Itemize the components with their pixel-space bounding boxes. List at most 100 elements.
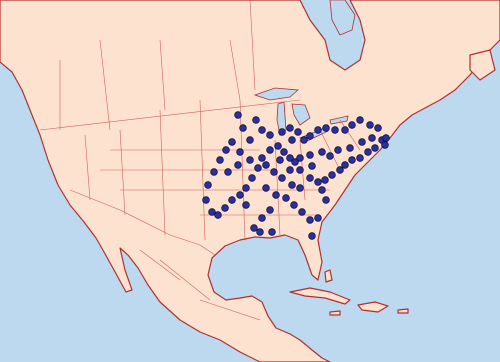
occurrence-dot [318,186,326,194]
occurrence-dot [322,124,330,132]
occurrence-dot [202,196,210,204]
occurrence-dot [214,211,222,219]
occurrence-dot [248,174,256,182]
occurrence-dot [296,166,304,174]
occurrence-dot [266,131,274,139]
occurrence-dot [336,166,344,174]
newfoundland [469,49,496,81]
occurrence-dot [306,151,314,159]
occurrence-dot [314,178,322,186]
occurrence-dot [242,184,250,192]
bahamas [324,269,333,283]
occurrence-dot [328,171,336,179]
occurrence-dot [334,146,342,154]
occurrence-dot [282,194,290,202]
occurrence-dot [358,138,366,146]
occurrence-dot [234,111,242,119]
occurrence-dot [286,124,294,132]
occurrence-dot [270,168,278,176]
occurrence-dot [296,154,304,162]
occurrence-dot [266,146,274,154]
occurrence-dot [268,228,276,236]
occurrence-dot [222,146,230,154]
occurrence-dot [314,214,322,222]
occurrence-dot [236,148,244,156]
occurrence-dot [286,154,294,162]
occurrence-dot [258,126,266,134]
occurrence-dot [278,174,286,182]
occurrence-dot [306,132,314,140]
occurrence-dot [246,136,254,144]
occurrence-dot [246,156,254,164]
occurrence-dot [321,176,329,184]
occurrence-dot [341,161,349,169]
occurrence-dot [278,128,286,136]
occurrence-dot [366,121,374,129]
occurrence-dot [348,156,356,164]
occurrence-dot [262,161,270,169]
occurrence-dot [204,181,212,189]
occurrence-dot [314,126,322,134]
occurrence-dot [346,144,354,152]
occurrence-dot [216,156,224,164]
occurrence-dot [256,228,264,236]
occurrence-dot [280,148,288,156]
occurrence-dots [202,111,390,240]
occurrence-dot [371,144,379,152]
occurrence-dot [276,156,284,164]
occurrence-dot [382,134,390,142]
occurrence-dot [274,142,282,150]
occurrence-dot [236,191,244,199]
occurrence-dot [252,116,260,124]
occurrence-dot [258,214,266,222]
occurrence-dot [224,168,232,176]
occurrence-dot [374,124,382,132]
occurrence-dot [364,148,372,156]
occurrence-dot [239,124,247,132]
occurrence-dot [356,154,364,162]
occurrence-dot [322,196,330,204]
occurrence-dot [368,134,376,142]
occurrence-dot [228,196,236,204]
occurrence-dot [228,138,236,146]
cuba [289,287,351,305]
puerto-rico [397,308,409,314]
occurrence-dot [326,152,334,160]
occurrence-dot [250,224,258,232]
hispaniola [357,301,389,313]
occurrence-dot [266,206,274,214]
occurrence-dot [291,158,299,166]
occurrence-dot [242,201,250,209]
occurrence-dot [262,184,270,192]
lake-ontario [329,115,349,125]
occurrence-dot [341,126,349,134]
occurrence-dot [234,161,242,169]
occurrence-dot [296,184,304,192]
occurrence-dot [308,162,316,170]
occurrence-dot [290,201,298,209]
occurrence-dot [294,128,302,136]
occurrence-dot [356,116,364,124]
occurrence-dot [298,208,306,216]
occurrence-dot [306,174,314,182]
lake-superior [253,87,299,101]
occurrence-dot [210,168,218,176]
occurrence-dot [381,141,389,149]
occurrence-dot [258,154,266,162]
occurrence-dot [288,136,296,144]
occurrence-dot [286,166,294,174]
hudson-bay [329,0,356,36]
occurrence-dot [300,136,308,144]
occurrence-dot [221,204,229,212]
occurrence-dot [306,216,314,224]
occurrence-dot [348,121,356,129]
occurrence-dot [308,232,316,240]
occurrence-dot [272,191,280,199]
occurrence-dot [208,208,216,216]
occurrence-dot [331,126,339,134]
lake-huron [291,103,311,126]
occurrence-dot [318,148,326,156]
occurrence-dot [254,164,262,172]
